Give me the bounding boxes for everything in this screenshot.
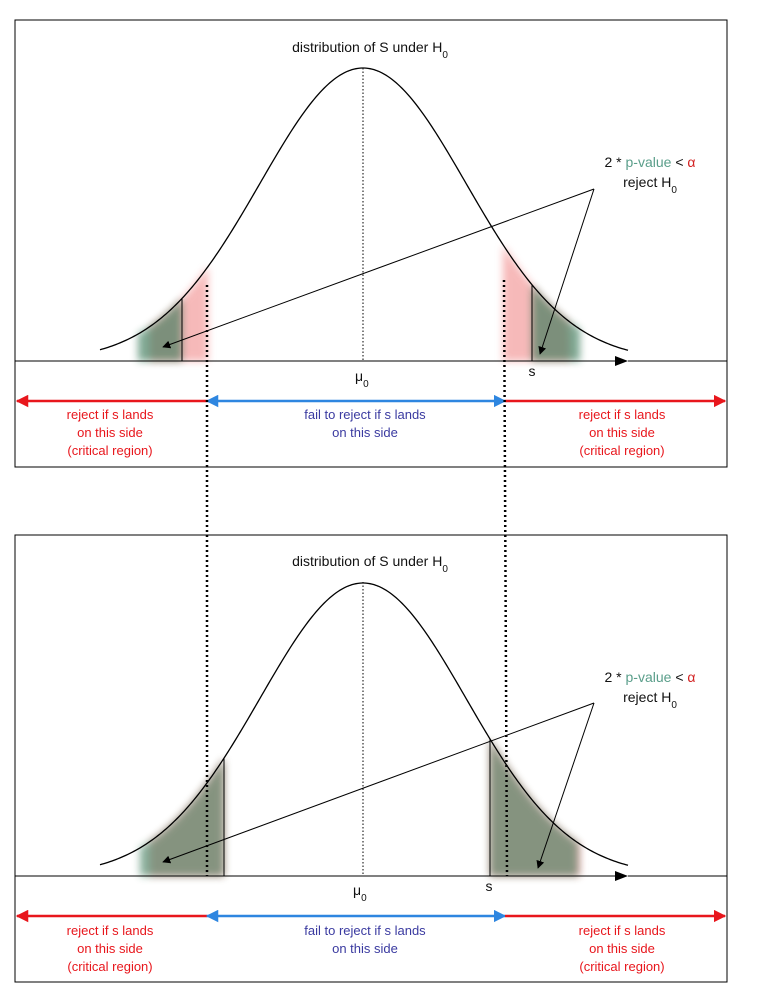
left-region-label: reject if s lands on this side (critical… xyxy=(67,407,154,458)
panel-bottom: distribution of S under H0 μ0 s 2 * p-va… xyxy=(14,534,728,983)
stat-label: s xyxy=(529,363,536,379)
shade-right-green xyxy=(532,284,580,361)
normal-curve xyxy=(99,582,629,866)
critical-line-right xyxy=(502,279,509,877)
svg-text:on this side: on this side xyxy=(332,941,398,956)
panel-title: distribution of S under H0 xyxy=(292,553,448,575)
svg-text:(critical region): (critical region) xyxy=(579,443,664,458)
panel-frame xyxy=(14,534,728,983)
svg-text:fail to reject if s lands: fail to reject if s lands xyxy=(304,407,426,422)
svg-text:fail to reject if s lands: fail to reject if s lands xyxy=(304,923,426,938)
svg-text:reject if s lands: reject if s lands xyxy=(67,923,154,938)
annotation-pvalue: 2 * p-value < α xyxy=(605,669,696,685)
svg-text:(critical region): (critical region) xyxy=(67,959,152,974)
left-region-label: reject if s lands on this side (critical… xyxy=(67,923,154,974)
shade-left-green xyxy=(140,758,224,876)
svg-text:(critical region): (critical region) xyxy=(67,443,152,458)
svg-text:reject if s lands: reject if s lands xyxy=(579,407,666,422)
mean-label: μ0 xyxy=(353,882,367,904)
annotation-arrow-left xyxy=(162,188,595,349)
svg-text:on this side: on this side xyxy=(589,941,655,956)
svg-text:on this side: on this side xyxy=(332,425,398,440)
x-axis-arrowhead xyxy=(615,356,628,366)
annotation-reject: reject H0 xyxy=(623,174,677,196)
panel-top: distribution of S under H0 μ0 s 2 * p-va… xyxy=(14,19,728,468)
panel-frame xyxy=(14,19,728,468)
svg-text:on this side: on this side xyxy=(77,425,143,440)
svg-text:(critical region): (critical region) xyxy=(579,959,664,974)
mean-label: μ0 xyxy=(355,368,369,390)
x-axis-arrowhead xyxy=(615,871,628,881)
svg-text:on this side: on this side xyxy=(589,425,655,440)
right-region-label: reject if s lands on this side (critical… xyxy=(579,923,666,974)
annotation-arrow-right xyxy=(538,188,595,355)
panel-title: distribution of S under H0 xyxy=(292,39,448,61)
svg-text:reject if s lands: reject if s lands xyxy=(579,923,666,938)
normal-curve xyxy=(99,67,629,351)
annotation-arrow-left xyxy=(162,702,595,864)
svg-text:on this side: on this side xyxy=(77,941,143,956)
stat-label: s xyxy=(486,878,493,894)
middle-region-label: fail to reject if s lands on this side xyxy=(304,407,426,440)
svg-text:reject if s lands: reject if s lands xyxy=(67,407,154,422)
right-region-label: reject if s lands on this side (critical… xyxy=(579,407,666,458)
annotation-reject: reject H0 xyxy=(623,689,677,711)
annotation-pvalue: 2 * p-value < α xyxy=(605,154,696,170)
middle-region-label: fail to reject if s lands on this side xyxy=(304,923,426,956)
annotation-arrow-right xyxy=(536,702,595,869)
